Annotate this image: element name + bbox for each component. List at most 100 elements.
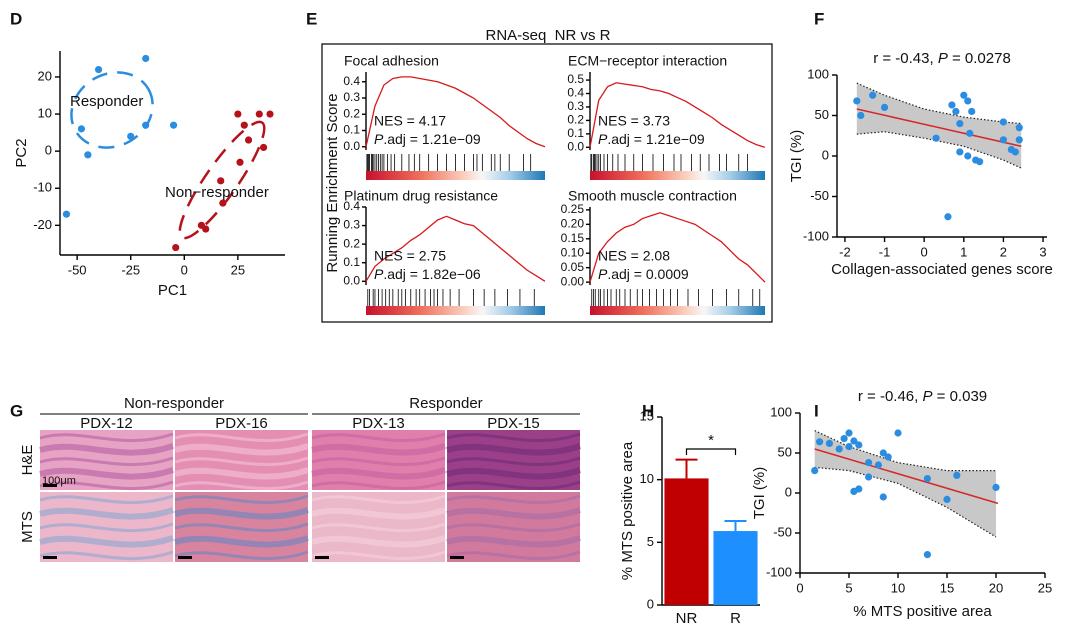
tissue-texture	[39, 456, 174, 467]
point	[811, 467, 819, 475]
enrichment-curve	[365, 76, 546, 148]
point	[880, 103, 889, 111]
point	[236, 158, 244, 166]
point	[1015, 136, 1023, 144]
fit-line	[814, 448, 999, 505]
group-label: Responder	[409, 395, 482, 412]
nes-label: NES = 3.73	[598, 113, 670, 129]
point	[240, 121, 248, 129]
point	[234, 110, 242, 118]
tissue-texture	[311, 494, 446, 505]
y-tick-label: 50	[815, 107, 829, 122]
tissue-texture	[446, 550, 581, 561]
y-tick-label: 0.1	[343, 255, 360, 269]
panel-letter: H	[642, 401, 654, 420]
bar	[713, 531, 758, 605]
scale-bar	[178, 556, 192, 559]
y-tick-label: 0	[822, 147, 829, 162]
subplot-title: Focal adhesion	[344, 53, 439, 69]
tissue-texture	[311, 432, 446, 443]
confidence-band	[814, 430, 996, 537]
enrichment-curve	[589, 82, 766, 148]
point	[884, 453, 892, 461]
y-tick-label: 0.2	[567, 113, 584, 127]
y-tick-label: 0	[647, 596, 654, 611]
subplot-title: Smooth muscle contraction	[568, 188, 737, 204]
y-tick-label: 20	[38, 68, 52, 83]
point	[845, 429, 853, 437]
x-tick-label: 1	[960, 244, 967, 259]
enrichment-curve	[589, 212, 766, 283]
tissue-texture	[174, 550, 309, 561]
series-label: Responder	[70, 93, 143, 110]
y-tick-label: 0.0	[567, 139, 584, 153]
rank-bar	[366, 306, 545, 315]
nes-label: NES = 4.17	[374, 113, 446, 129]
point	[952, 107, 960, 116]
y-tick-label: 100	[807, 66, 829, 81]
x-tick-label: 5	[845, 580, 852, 595]
nes-label: NES = 2.75	[374, 248, 446, 264]
tissue-texture	[174, 467, 309, 480]
panel-letter: E	[306, 9, 317, 28]
y-tick-label: 0.3	[567, 99, 584, 113]
y-tick-label: 0.4	[343, 199, 360, 213]
tissue-texture	[446, 522, 581, 533]
tissue-texture	[446, 432, 581, 443]
group-label: Non-responder	[124, 395, 224, 412]
x-tick-label: -50	[68, 262, 87, 277]
chart-title-part: = 0.0278	[948, 50, 1011, 67]
x-tick-label: -25	[121, 262, 140, 277]
tissue-texture	[39, 467, 174, 480]
point	[825, 439, 834, 447]
x-tick-label: 25	[231, 262, 245, 277]
point	[964, 97, 972, 105]
tissue-texture	[39, 480, 174, 491]
point	[840, 435, 848, 443]
point	[845, 443, 853, 451]
x-tick-label: 20	[989, 580, 1003, 595]
chart-title: r = -0.43, P = 0.0278	[873, 50, 1011, 67]
column-label: PDX-16	[215, 415, 268, 432]
tissue-texture	[311, 550, 446, 561]
tissue-texture	[311, 522, 446, 533]
point	[879, 493, 887, 501]
point	[943, 495, 951, 503]
y-axis-label: TGI (%)	[751, 467, 768, 520]
point	[948, 101, 956, 109]
enrichment-curve	[365, 215, 546, 282]
point	[865, 459, 873, 467]
point	[217, 177, 225, 185]
tissue-texture	[446, 535, 581, 548]
chart-title-part: r = -0.46,	[858, 388, 923, 405]
tissue-texture	[39, 443, 174, 456]
y-tick-label: -20	[33, 217, 52, 232]
y-tick-label: 0.0	[343, 273, 360, 287]
band-edge	[856, 131, 1022, 169]
y-tick-label: 0.10	[561, 245, 585, 259]
scale-bar	[450, 556, 464, 559]
column-label: PDX-15	[487, 415, 540, 432]
padj-label-part: P	[598, 131, 608, 147]
y-tick-label: 0.25	[561, 202, 585, 216]
chart-title-part: P	[922, 388, 932, 405]
y-tick-label: 0.3	[343, 90, 360, 104]
y-tick-label: 0.1	[343, 123, 360, 137]
y-tick-label: 50	[778, 444, 792, 459]
padj-label-part: .adj = 1.21e−09	[607, 131, 705, 147]
point	[77, 125, 86, 133]
point	[923, 551, 932, 559]
y-tick-label: 10	[38, 105, 52, 120]
point	[127, 132, 135, 140]
chart-title: RNA-seq NR vs R	[485, 27, 610, 44]
point	[966, 129, 974, 137]
tissue-texture	[174, 522, 309, 533]
point	[956, 120, 964, 128]
histology-image	[312, 492, 445, 562]
column-label: PDX-13	[352, 415, 405, 432]
column-label: PDX-12	[80, 415, 133, 432]
tissue-texture	[446, 480, 581, 491]
x-tick-label: 0	[181, 262, 188, 277]
padj-label-part: P	[598, 266, 608, 282]
